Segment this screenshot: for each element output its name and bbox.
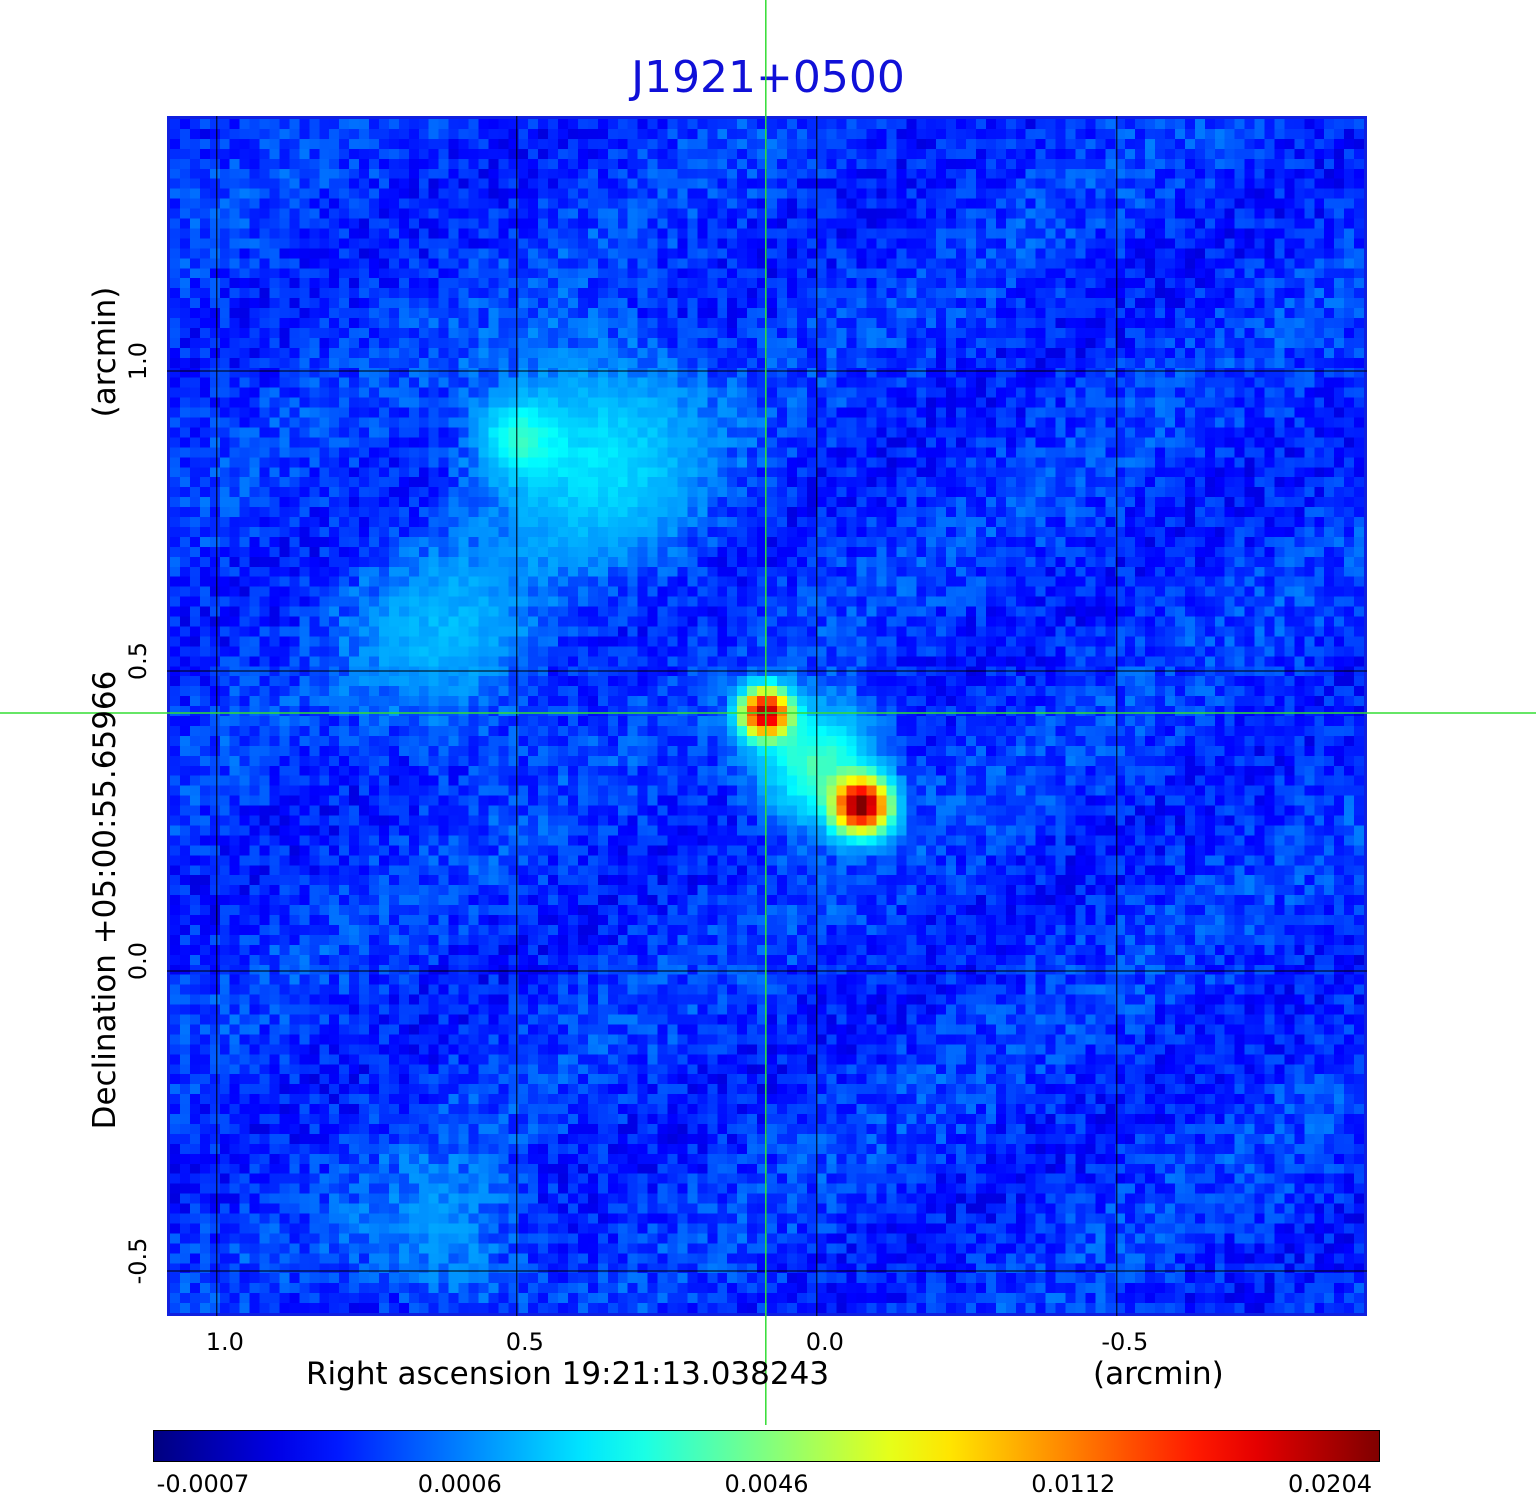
y-axis-label: Declination +05:00:55.65966 [87,670,123,1130]
x-axis-unit: (arcmin) [1093,1356,1224,1392]
x-tick-label: -0.5 [1101,1328,1149,1356]
y-tick-label: 1.0 [124,341,152,381]
x-tick-label: 0.0 [805,1328,844,1356]
plot-area [167,116,1367,1316]
x-tick-label: 1.0 [205,1328,244,1356]
y-axis-unit: (arcmin) [87,286,123,418]
colorbar-tick-label: 0.0204 [1288,1470,1372,1498]
x-tick-label: 0.5 [505,1328,544,1356]
colorbar-tick-label: 0.0006 [417,1470,502,1498]
y-tick-label: -0.5 [124,1237,152,1285]
intensity-heatmap [170,119,1364,1313]
chart-title: J1921+0500 [631,52,905,103]
colorbar [153,1430,1380,1462]
colorbar-tick-label: -0.0007 [156,1470,250,1498]
y-tick-label: 0.5 [124,641,152,681]
x-axis-label: Right ascension 19:21:13.038243 [306,1356,830,1392]
colorbar-tick-label: 0.0046 [724,1470,809,1498]
y-tick-label: 0.0 [124,941,152,981]
colorbar-tick-label: 0.0112 [1031,1470,1116,1498]
